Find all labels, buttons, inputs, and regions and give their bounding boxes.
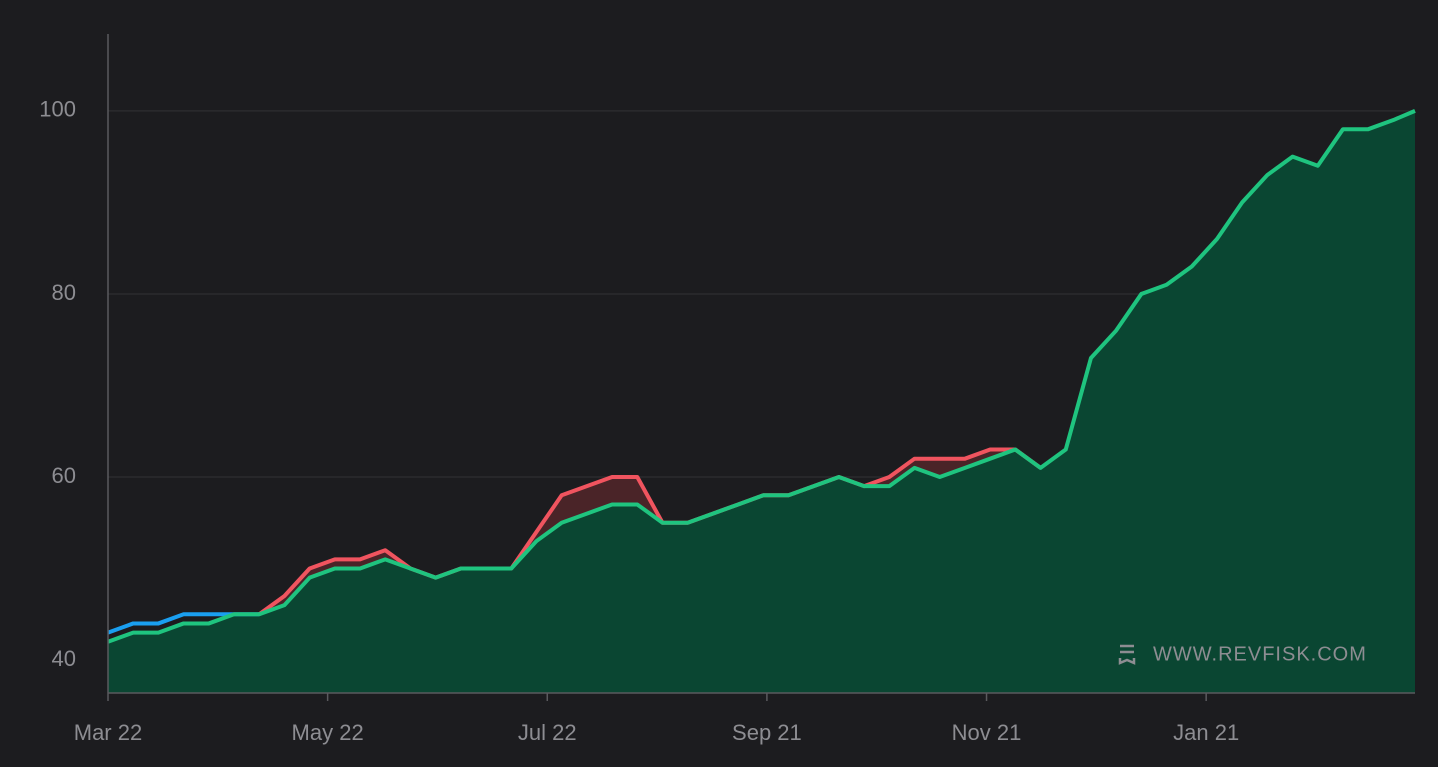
y-tick-label: 60 [52,463,76,488]
marks [107,109,1416,694]
axes: 40 60 80 100 Mar 22 May 22 Jul 22 Sep 21 Nov 21 J… [39,34,1415,745]
line [258,447,1042,616]
watermark-icon [1118,644,1136,665]
line [107,109,1416,644]
x-tick-label: May 22 [292,720,364,745]
x-tick-label: Nov 21 [952,720,1022,745]
x-tick-label: Sep 21 [732,720,802,745]
y-tick-label: 40 [52,646,76,671]
watermark: WWW.REVFISK.COM [1153,643,1367,665]
x-tick-label: Jul 22 [518,720,577,745]
x-tick-label: Mar 22 [74,720,142,745]
y-tick-label: 80 [52,280,76,305]
area [108,110,1415,694]
y-tick-label: 100 [39,97,76,122]
x-tick-label: Jan 21 [1173,720,1239,745]
